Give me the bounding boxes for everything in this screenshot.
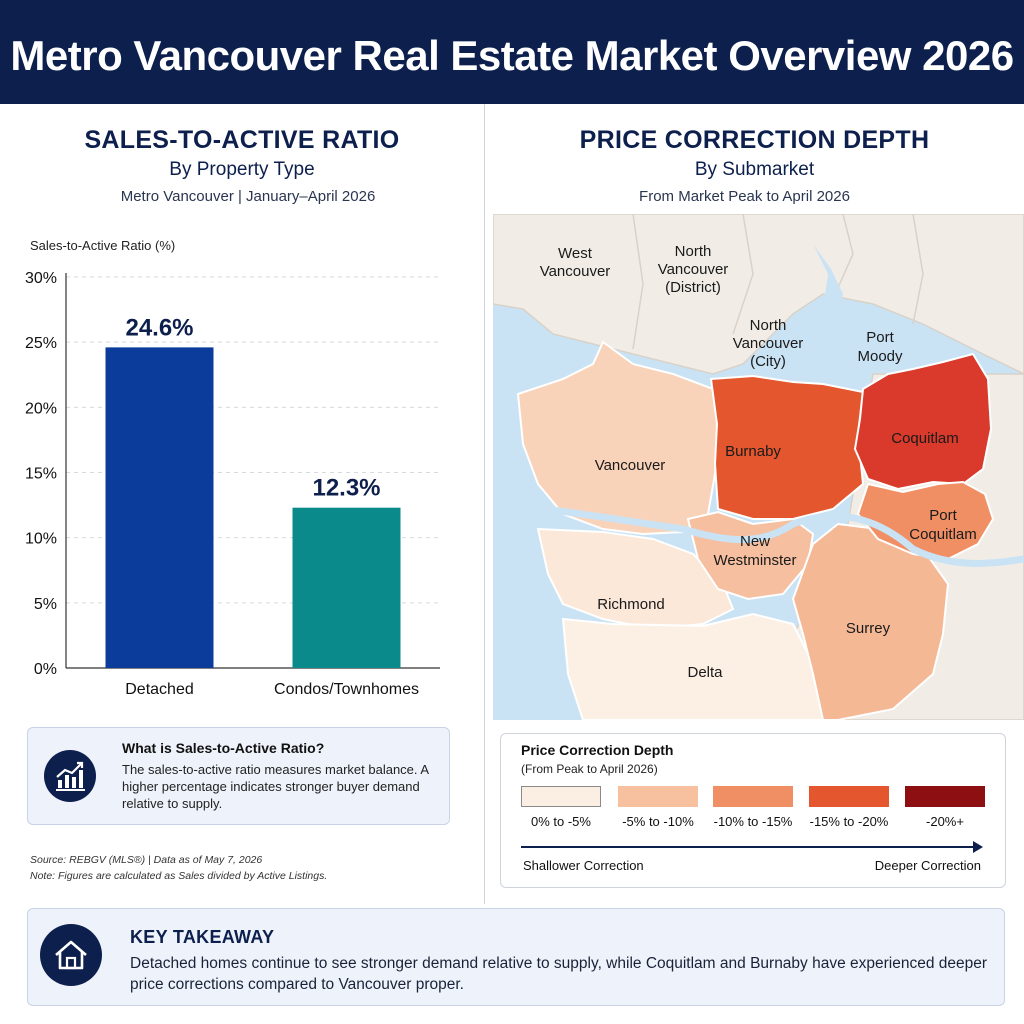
map-label-port-coquitlam: Coquitlam (909, 526, 977, 543)
map-label-port-coquitlam: Port (929, 507, 957, 524)
map-label-new-westminster: Westminster (713, 552, 796, 569)
region-richmond (536, 527, 735, 631)
bar-chart-title: SALES-TO-ACTIVE RATIO (84, 126, 400, 154)
legend-swatch (618, 786, 698, 807)
legend-title: Price Correction Depth (521, 742, 674, 758)
region-coquitlam (853, 352, 993, 491)
map-label-port-moody: Moody (857, 348, 903, 365)
map-title: PRICE CORRECTION DEPTH (579, 126, 930, 154)
y-tick-label: 30% (25, 270, 57, 287)
fraser-river (502, 500, 1024, 567)
y-tick-label: 5% (34, 596, 57, 613)
key-takeaway-title: KEY TAKEAWAY (130, 927, 275, 947)
map-legend: Price Correction Depth (From Peak to Apr… (500, 733, 1006, 888)
map-label-north-vancouver-city: (City) (750, 353, 786, 370)
y-tick-label: 15% (25, 466, 57, 483)
map-label-delta: Delta (687, 664, 723, 681)
inlet (813, 244, 843, 324)
data-label: 12.3% (312, 475, 380, 502)
legend-arrow (521, 846, 975, 848)
page-title: Metro Vancouver Real Estate Market Overv… (10, 32, 1014, 79)
bar-chart: 0% 5% 10% 15% 20% 25% 30% 24.6% Detached 12.3% Con… (25, 270, 440, 698)
map-subtitle: By Submarket (694, 159, 815, 180)
map-label-north-vancouver-city: North (750, 317, 787, 334)
source-note: Source: REBGV (MLS®) | Data as of May 7,… (30, 852, 327, 884)
calculation-note: Note: Figures are calculated as Sales di… (30, 870, 328, 882)
map-note: From Market Peak to April 2026 (639, 188, 850, 205)
map-label-new-westminster: New (740, 533, 770, 550)
info-title: What is Sales-to-Active Ratio? (122, 740, 325, 756)
legend-label: -15% to -20% (809, 814, 889, 829)
y-tick-label: 20% (25, 400, 57, 417)
legend-swatch (809, 786, 889, 807)
legend-swatch (905, 786, 985, 807)
map-label-richmond: Richmond (597, 596, 665, 613)
legend-swatch (521, 786, 601, 807)
x-category-label: Detached (125, 681, 194, 698)
house-icon (40, 924, 102, 986)
map-label-port-moody: Port (866, 329, 894, 346)
bar-chart-note: Metro Vancouver | January–April 2026 (120, 188, 376, 205)
region-delta (561, 612, 825, 720)
panel-divider (484, 104, 485, 904)
y-tick-label: 25% (25, 335, 57, 352)
key-takeaway-box: KEY TAKEAWAY Detached homes continue to … (27, 908, 1005, 1006)
legend-label: -5% to -10% (622, 814, 694, 829)
x-category-label: Condos/Townhomes (274, 681, 419, 698)
map-label-coquitlam: Coquitlam (891, 430, 959, 447)
info-text: The sales-to-active ratio measures marke… (122, 762, 429, 811)
source-line: Source: REBGV (MLS®) | Data as of May 7,… (30, 854, 263, 866)
arrow-right-icon (973, 841, 983, 853)
bar-chart-icon (44, 750, 96, 802)
bar-condos-townhomes (292, 507, 401, 668)
y-tick-label: 0% (34, 661, 57, 678)
region-surrey (791, 522, 950, 720)
map-label-west-vancouver: West (558, 245, 593, 262)
key-takeaway-text: Detached homes continue to see stronger … (130, 955, 988, 993)
map-label-surrey: Surrey (846, 620, 891, 637)
info-box: What is Sales-to-Active Ratio? The sales… (27, 727, 450, 825)
region-burnaby (709, 374, 865, 520)
map-label-north-vancouver-district: Vancouver (658, 261, 729, 278)
map-label-north-vancouver-district: North (675, 243, 712, 260)
bar-detached (105, 347, 214, 668)
legend-label: -20%+ (926, 814, 964, 829)
north-shore-borders (632, 214, 924, 350)
y-axis-title: Sales-to-Active Ratio (%) (30, 238, 176, 253)
map-label-north-vancouver-city: Vancouver (733, 335, 804, 352)
legend-label: -10% to -15% (713, 814, 793, 829)
map-label-vancouver: Vancouver (595, 457, 666, 474)
north-shore-land (493, 214, 1024, 375)
legend-shallower-label: Shallower Correction (523, 858, 644, 873)
map-label-north-vancouver-district: (District) (665, 279, 721, 296)
y-tick-label: 10% (25, 531, 57, 548)
region-port-coquitlam (856, 480, 995, 561)
legend-label: 0% to -5% (531, 814, 591, 829)
submarket-map: West Vancouver North Vancouver (District… (493, 214, 1024, 720)
data-label: 24.6% (125, 314, 193, 341)
map-label-west-vancouver: Vancouver (540, 263, 611, 280)
legend-swatch (713, 786, 793, 807)
header-banner: Metro Vancouver Real Estate Market Overv… (0, 0, 1024, 104)
legend-deeper-label: Deeper Correction (874, 858, 981, 873)
map-label-burnaby: Burnaby (725, 443, 781, 460)
bar-chart-subtitle: By Property Type (169, 159, 315, 180)
legend-subtitle: (From Peak to April 2026) (521, 762, 658, 776)
